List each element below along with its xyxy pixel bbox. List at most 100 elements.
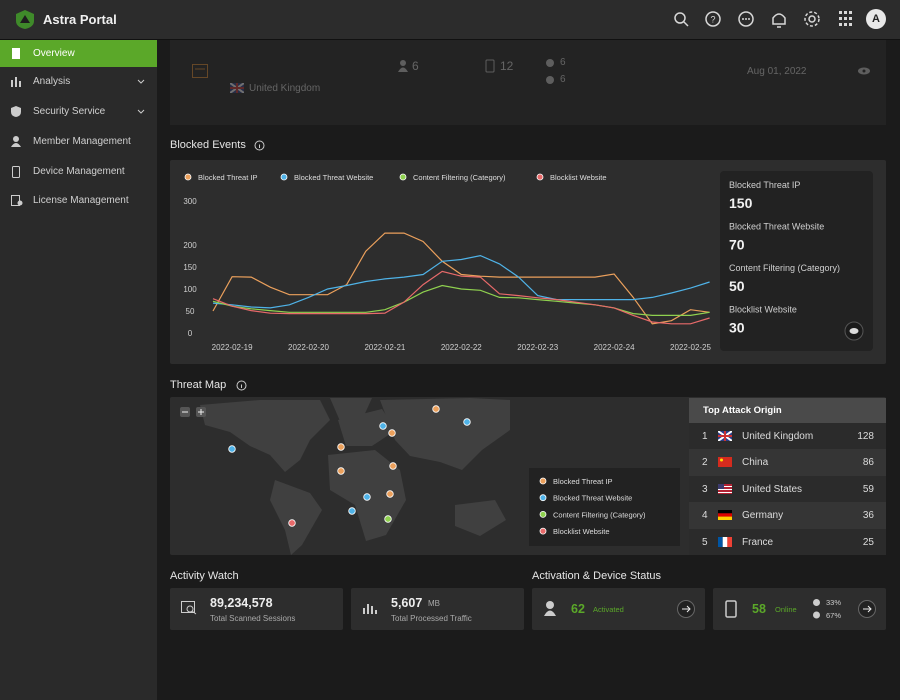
status-label: Online [775, 605, 797, 614]
view-button[interactable] [844, 321, 864, 341]
summary-label: Blocked Threat IP [729, 180, 800, 190]
rank: 1 [702, 431, 708, 442]
avatar[interactable]: A [866, 9, 886, 29]
scan-icon [181, 601, 197, 615]
country: Germany [742, 510, 784, 522]
header-icons[interactable]: ? [670, 8, 860, 32]
origin-row: 1 United Kingdom 128 [689, 423, 886, 450]
legend-marker [539, 527, 547, 535]
flag [718, 536, 732, 547]
arrow-button[interactable] [677, 600, 695, 618]
info-icon[interactable] [254, 140, 265, 151]
nav-item[interactable]: Security Service [0, 98, 157, 128]
zoom-controls[interactable] [180, 407, 206, 417]
summary-label: Content Filtering (Category) [729, 263, 840, 273]
summary-value: 70 [729, 237, 745, 253]
view-icon[interactable] [858, 67, 870, 75]
y-tick-label: 200 [183, 241, 197, 250]
y-tick-label: 0 [188, 329, 193, 338]
attack-dot [432, 405, 440, 413]
info-icon[interactable] [236, 380, 247, 391]
section-title: Threat Map [170, 379, 227, 391]
y-tick-label: 300 [183, 197, 197, 206]
stat-value: 5,607 [391, 596, 423, 610]
status-card: 58 Online 33% 67% [713, 588, 886, 630]
summary-value: 150 [729, 195, 753, 211]
nav-item[interactable]: Member Management [0, 128, 157, 158]
arrow-button[interactable] [858, 600, 876, 618]
attack-dot [463, 418, 471, 426]
origin-row: 2 China 86 [689, 449, 886, 476]
stat-card: 5,607 MB Total Processed Traffic [351, 588, 524, 630]
legend-marker [536, 173, 544, 181]
series-line [212, 270, 710, 325]
device-icon [192, 64, 208, 78]
country: China [742, 457, 769, 469]
attack-count: 128 [857, 431, 874, 442]
origin-header [689, 398, 886, 423]
attack-count: 36 [862, 510, 874, 522]
flag [718, 431, 732, 441]
attack-dot [288, 519, 296, 527]
device-date: Aug 01, 2022 [747, 66, 807, 77]
section-title: Blocked Events [170, 139, 246, 151]
attack-dot [388, 429, 396, 437]
logo [16, 10, 34, 29]
legend-label: Blocklist Website [550, 173, 607, 182]
os-count: 6 [560, 74, 566, 85]
nav-label: Analysis [33, 76, 71, 87]
flag [718, 457, 732, 468]
recent-device-content: United Kingdom 6 12 6 6 Aug 01, 2022 [170, 40, 886, 125]
summary-value: 30 [729, 320, 745, 336]
nav-item[interactable]: Overview [0, 40, 157, 67]
origin-row: 5 France 25 [689, 528, 886, 555]
x-tick-label: 2022-02-20 [288, 343, 329, 352]
summary-label: Blocklist Website [729, 305, 797, 315]
map-legend-box [529, 468, 680, 546]
nav-label: Device Management [33, 166, 125, 177]
nav-label: Security Service [33, 106, 106, 117]
origin-title: Top Attack Origin [703, 405, 782, 416]
os-count: 6 [560, 57, 566, 68]
x-tick-label: 2022-02-22 [441, 343, 482, 352]
flag-icon [230, 83, 244, 93]
summary-label: Blocked Threat Website [729, 222, 824, 232]
attack-count: 59 [862, 483, 874, 495]
legend-marker [184, 173, 192, 181]
summary-value: 50 [729, 278, 745, 294]
device-count: 12 [500, 59, 514, 73]
attack-dot [379, 422, 387, 430]
attack-dot [363, 493, 371, 501]
legend-marker [539, 477, 547, 485]
nav-item[interactable]: Analysis [0, 68, 157, 98]
stat-value: 89,234,578 [210, 596, 273, 610]
legend-label: Content Filtering (Category) [553, 510, 646, 519]
attack-dot [337, 443, 345, 451]
flag [718, 483, 732, 494]
legend-label: Blocked Threat Website [294, 173, 373, 182]
summary-panel [720, 171, 873, 351]
line-chart: 0 50 100 150 200 300 2022-02-19 2022-02-20 2022-… [183, 173, 864, 352]
app-title: Astra Portal [43, 12, 117, 27]
os-icons [813, 599, 820, 619]
y-tick-label: 50 [186, 307, 195, 316]
member-count: 6 [412, 59, 419, 73]
attack-count: 25 [862, 536, 874, 548]
nav-item[interactable]: License Management [0, 187, 157, 217]
phone-icon [725, 600, 737, 618]
stat-label: Total Processed Traffic [391, 614, 472, 623]
sidebar [0, 40, 157, 700]
attack-dot [337, 467, 345, 475]
country: France [742, 536, 774, 548]
attack-dot [389, 462, 397, 470]
nav-item[interactable]: Device Management [0, 158, 157, 188]
attack-dot [228, 445, 236, 453]
series-line [212, 284, 710, 316]
eye-icon [849, 328, 859, 334]
rank: 5 [702, 536, 708, 548]
nav-label: Overview [33, 48, 75, 59]
nav-label: Member Management [33, 136, 131, 147]
y-tick-label: 100 [183, 285, 197, 294]
rank: 2 [702, 457, 708, 469]
